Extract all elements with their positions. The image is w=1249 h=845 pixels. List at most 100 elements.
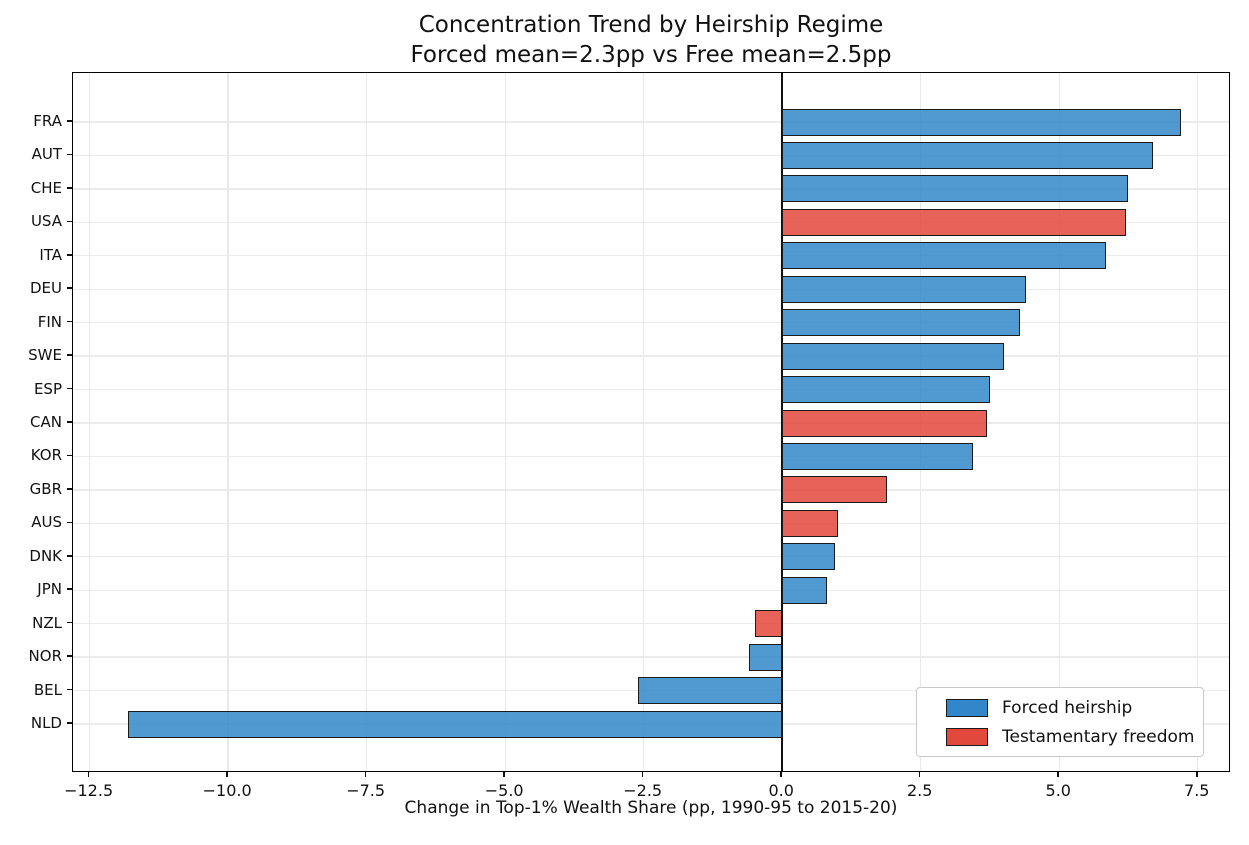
y-gridline [73,188,1229,190]
y-tick-mark [67,421,72,423]
y-tick-mark [67,688,72,691]
y-tick-mark [67,454,72,457]
y-gridline [73,388,1229,391]
y-tick-label: SWE [28,346,62,365]
y-tick-label: ESP [33,379,62,398]
x-gridline [643,73,645,771]
x-gridline [1058,73,1060,771]
zero-axis-line [781,73,783,771]
bar-ESP [782,376,990,404]
bar-ITA [782,242,1107,270]
x-tick-mark [918,772,921,777]
x-tick-mark [641,772,644,777]
x-gridline [1197,73,1199,771]
y-tick-label: NZL [32,613,62,632]
y-tick-mark [67,722,72,724]
y-tick-label: FRA [33,112,62,130]
y-tick-mark [67,220,72,223]
bar-AUT [782,141,1154,169]
y-tick-mark [67,387,72,390]
x-tick-label: −5.0 [484,781,524,800]
chart-title-line1: Concentration Trend by Heirship Regime [418,12,884,38]
chart-title-line2: Forced mean=2.3pp vs Free mean=2.5pp [410,42,892,68]
y-tick-label: ITA [39,245,62,264]
legend-label: Testamentary freedom [1002,726,1195,747]
bar-AUS [782,509,838,537]
x-gridline [227,73,229,771]
bar-NLD [128,710,783,738]
x-tick-label: −12.5 [64,781,114,800]
y-tick-label: BEL [33,680,62,699]
x-gridline [88,73,91,771]
y-tick-label: AUS [31,513,62,532]
y-tick-mark [67,655,72,657]
y-gridline [73,489,1229,491]
x-axis-label: Change in Top-1% Wealth Share (pp, 1990-… [404,798,898,818]
x-tick-label: 0.0 [768,781,794,800]
y-gridline [73,221,1229,223]
bar-NZL [754,610,783,638]
bar-BEL [638,677,783,705]
y-tick-label: NOR [28,647,62,666]
y-gridline [73,556,1229,558]
legend-label: Forced heirship [1002,697,1133,718]
y-gridline [73,288,1229,290]
y-tick-mark [67,555,72,557]
y-gridline [73,355,1229,357]
legend-swatch-free [946,727,988,746]
bar-USA [782,208,1126,236]
legend: Forced heirship Testamentary freedom [916,687,1204,757]
y-tick-label: AUT [31,145,62,164]
y-tick-mark [67,287,72,289]
y-gridline [73,322,1229,324]
bar-KOR [782,442,974,470]
y-tick-mark [67,187,72,189]
y-gridline [73,422,1229,424]
y-tick-mark [67,588,72,590]
x-tick-mark [1196,772,1198,777]
x-tick-mark [226,772,228,777]
y-tick-label: KOR [30,446,62,465]
y-tick-mark [67,621,72,624]
y-tick-mark [67,521,72,524]
legend-entry: Testamentary freedom [946,727,1203,747]
y-gridline [73,656,1229,658]
y-tick-label: DNK [29,546,62,565]
y-tick-label: GBR [29,479,62,498]
y-tick-label: DEU [29,279,62,298]
bar-DNK [782,543,835,571]
x-tick-mark [780,772,782,777]
x-tick-mark [1057,772,1059,777]
x-gridline [504,73,506,771]
bar-DEU [782,275,1026,303]
y-gridline [73,522,1229,524]
y-tick-mark [67,354,72,356]
y-tick-label: FIN [37,312,62,331]
y-tick-mark [67,120,72,122]
legend-swatch-forced [946,698,988,717]
x-gridline [366,73,368,771]
bar-CHE [782,175,1129,203]
y-gridline [73,455,1229,458]
bar-CAN [782,409,988,437]
bar-FRA [782,108,1182,136]
bar-FIN [782,309,1021,337]
y-gridline [73,623,1229,625]
y-tick-label: NLD [30,714,62,732]
x-tick-label: 2.5 [906,781,933,800]
bar-NOR [748,643,783,671]
x-tick-label: 7.5 [1184,781,1210,800]
plot-area: Forced heirship Testamentary freedom [72,72,1230,772]
y-tick-mark [67,153,72,156]
y-gridline [73,589,1229,591]
x-tick-label: 5.0 [1045,781,1071,800]
y-gridline [73,255,1229,257]
x-tick-label: −10.0 [202,781,252,800]
y-tick-mark [67,320,72,323]
bar-GBR [782,476,888,504]
x-tick-mark [503,772,505,777]
y-gridline [73,121,1229,123]
y-tick-label: USA [30,212,62,231]
bar-SWE [782,342,1004,370]
